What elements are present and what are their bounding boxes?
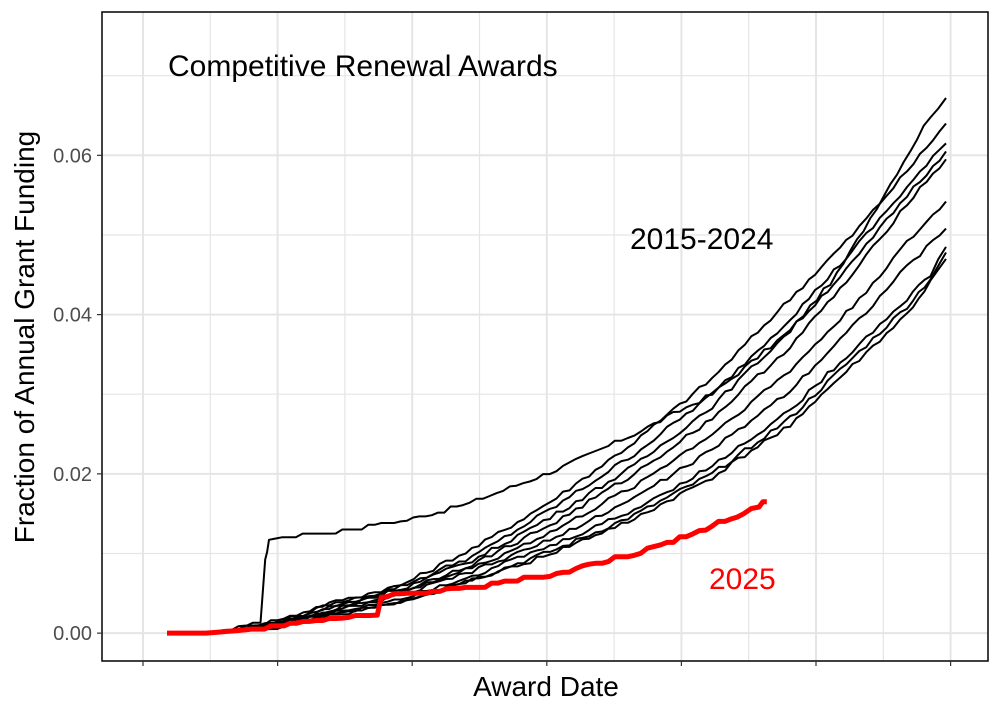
annotation-historical: 2015-2024	[630, 223, 773, 256]
panel-border	[101, 11, 989, 662]
y-tick-label: 0.04	[53, 305, 92, 327]
x-axis-title: Award Date	[473, 671, 619, 702]
series-line-historical	[167, 97, 947, 635]
series-line-historical	[167, 227, 947, 635]
y-tick-label: 0.06	[53, 145, 92, 167]
series-line-2025	[167, 499, 767, 636]
series-line-historical	[167, 150, 947, 635]
y-tick-label: 0.02	[53, 464, 92, 486]
annotation-current: 2025	[709, 563, 776, 596]
chart-title: Competitive Renewal Awards	[168, 50, 558, 83]
series-layer	[167, 97, 947, 636]
y-tick-label: 0.00	[53, 623, 92, 645]
y-axis-ticks: 0.00 0.02 0.04 0.06	[53, 145, 102, 645]
y-axis-title: Fraction of Annual Grant Funding	[9, 131, 40, 543]
x-axis-ticks	[142, 661, 952, 666]
